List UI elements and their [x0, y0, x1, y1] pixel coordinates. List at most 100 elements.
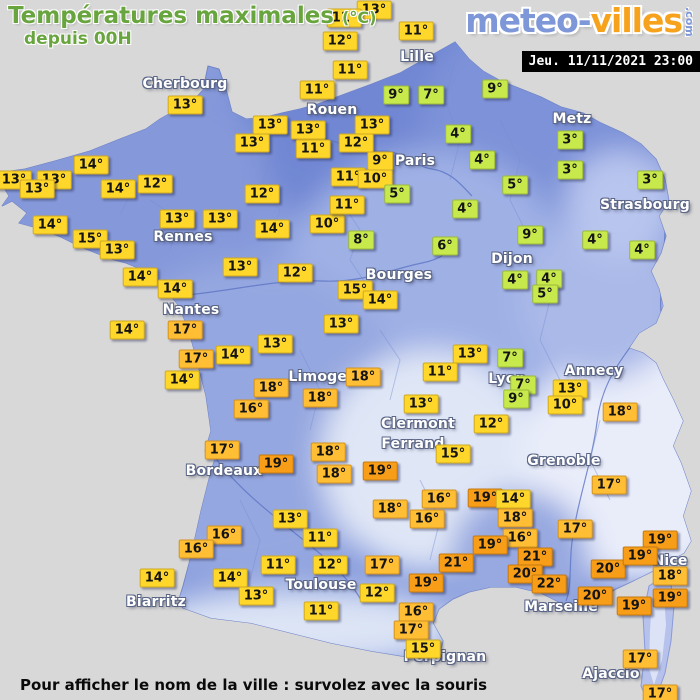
temp-label[interactable]: 14°	[122, 267, 158, 287]
temp-label[interactable]: 19°	[472, 535, 508, 555]
temp-label[interactable]: 3°	[637, 170, 663, 190]
temp-label[interactable]: 14°	[109, 320, 145, 340]
temp-label[interactable]: 13°	[354, 115, 390, 135]
temp-label[interactable]: 19°	[616, 596, 652, 616]
temp-label[interactable]: 8°	[348, 230, 374, 250]
temp-label[interactable]: 3°	[557, 160, 583, 180]
temp-label[interactable]: 18°	[652, 566, 688, 586]
temp-label[interactable]: 11°	[398, 21, 434, 41]
temp-label[interactable]: 21°	[517, 547, 553, 567]
temp-label[interactable]: 9°	[517, 225, 543, 245]
temp-label[interactable]: 19°	[362, 461, 398, 481]
temp-label[interactable]: 17°	[622, 649, 658, 669]
temp-label[interactable]: 13°	[356, 0, 392, 20]
temp-label[interactable]: 5°	[384, 184, 410, 204]
temp-label[interactable]: 18°	[497, 508, 533, 528]
meteo-villes-logo[interactable]: meteo-villes .com	[465, 1, 696, 40]
temp-label[interactable]: 11°	[326, 8, 362, 28]
temp-label[interactable]: 5°	[532, 284, 558, 304]
temp-label[interactable]: 18°	[310, 442, 346, 462]
temp-label[interactable]: 16°	[502, 528, 538, 548]
temp-label[interactable]: 16°	[233, 399, 269, 419]
temp-label[interactable]: 17°	[364, 555, 400, 575]
temp-label[interactable]: 19°	[258, 454, 294, 474]
temp-label[interactable]: 16°	[409, 509, 445, 529]
temp-label[interactable]: 17°	[393, 620, 429, 640]
temp-label[interactable]: 14°	[212, 568, 248, 588]
temp-label[interactable]: 18°	[302, 388, 338, 408]
temp-label[interactable]: 18°	[253, 378, 289, 398]
temp-label[interactable]: 19°	[622, 546, 658, 566]
temp-label[interactable]: 14°	[495, 489, 531, 509]
temp-label[interactable]: 13°	[252, 115, 288, 135]
temp-label[interactable]: 12°	[338, 133, 374, 153]
temp-label[interactable]: 13°	[452, 344, 488, 364]
temp-label[interactable]: 4°	[502, 270, 528, 290]
temp-label[interactable]: 13°	[238, 586, 274, 606]
temp-label[interactable]: 12°	[473, 414, 509, 434]
temp-label[interactable]: 9°	[383, 85, 409, 105]
temp-label[interactable]: 12°	[322, 31, 358, 51]
temp-label[interactable]: 17°	[557, 519, 593, 539]
temp-label[interactable]: 21°	[438, 553, 474, 573]
temp-label[interactable]: 18°	[602, 402, 638, 422]
temp-label[interactable]: 13°	[99, 240, 135, 260]
temp-label[interactable]: 4°	[469, 150, 495, 170]
temp-label[interactable]: 14°	[164, 370, 200, 390]
temp-label[interactable]: 12°	[359, 583, 395, 603]
temp-label[interactable]: 14°	[362, 290, 398, 310]
temp-label[interactable]: 11°	[422, 362, 458, 382]
temp-label[interactable]: 18°	[345, 367, 381, 387]
temp-label[interactable]: 13°	[403, 394, 439, 414]
temp-label[interactable]: 4°	[452, 199, 478, 219]
temp-label[interactable]: 9°	[503, 389, 529, 409]
temp-label[interactable]: 10°	[309, 214, 345, 234]
temp-label[interactable]: 13°	[159, 209, 195, 229]
temp-label[interactable]: 13°	[257, 334, 293, 354]
temp-label[interactable]: 4°	[445, 124, 471, 144]
temp-label[interactable]: 17°	[591, 475, 627, 495]
temp-label[interactable]: 16°	[421, 489, 457, 509]
temp-label[interactable]: 14°	[139, 568, 175, 588]
temp-label[interactable]: 16°	[398, 602, 434, 622]
temp-label[interactable]: 14°	[73, 155, 109, 175]
temp-label[interactable]: 12°	[244, 184, 280, 204]
temp-label[interactable]: 6°	[432, 236, 458, 256]
temp-label[interactable]: 13°	[234, 133, 270, 153]
temp-label[interactable]: 11°	[295, 139, 331, 159]
temp-label[interactable]: 13°	[290, 120, 326, 140]
temp-label[interactable]: 13°	[167, 95, 203, 115]
temp-label[interactable]: 10°	[357, 169, 393, 189]
temp-label[interactable]: 5°	[502, 175, 528, 195]
temp-label[interactable]: 22°	[531, 574, 567, 594]
temp-label[interactable]: 13°	[323, 314, 359, 334]
temp-label[interactable]: 16°	[178, 539, 214, 559]
temp-label[interactable]: 15°	[405, 639, 441, 659]
temp-label[interactable]: 19°	[642, 530, 678, 550]
temp-label[interactable]: 13°	[222, 257, 258, 277]
temp-label[interactable]: 14°	[215, 345, 251, 365]
temp-label[interactable]: 10°	[547, 395, 583, 415]
temp-label[interactable]: 17°	[167, 320, 203, 340]
temp-label[interactable]: 4°	[629, 240, 655, 260]
temp-label[interactable]: 15°	[72, 229, 108, 249]
temp-label[interactable]: 11°	[299, 80, 335, 100]
temp-label[interactable]: 9°	[482, 79, 508, 99]
temp-label[interactable]: 20°	[590, 559, 626, 579]
temp-label[interactable]: 14°	[157, 279, 193, 299]
temp-label[interactable]: 14°	[254, 219, 290, 239]
temp-label[interactable]: 12°	[277, 263, 313, 283]
temp-label[interactable]: 15°	[435, 444, 471, 464]
temp-label[interactable]: 19°	[652, 588, 688, 608]
temp-label[interactable]: 11°	[303, 601, 339, 621]
temp-label[interactable]: 11°	[329, 195, 365, 215]
temp-label[interactable]: 13°	[19, 179, 55, 199]
temp-label[interactable]: 11°	[332, 60, 368, 80]
temp-label[interactable]: 17°	[642, 684, 678, 700]
temp-label[interactable]: 13°	[202, 209, 238, 229]
temp-label[interactable]: 16°	[206, 525, 242, 545]
temp-label[interactable]: 11°	[302, 528, 338, 548]
temp-label[interactable]: 9°	[367, 151, 393, 171]
temp-label[interactable]: 11°	[260, 555, 296, 575]
temp-label[interactable]: 7°	[497, 348, 523, 368]
